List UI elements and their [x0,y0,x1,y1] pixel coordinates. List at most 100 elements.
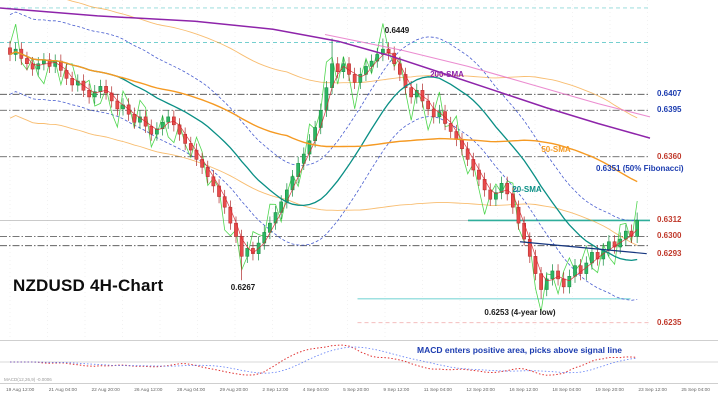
candle-up [324,87,329,111]
candle-up [567,276,572,288]
candle-down [335,63,340,72]
candle-up [499,183,504,193]
candle-up [550,270,555,280]
candle-down [482,179,487,191]
band-lower-orange [9,115,638,246]
candle-down [386,48,391,54]
peak-price-annotation: 0.6449 [385,26,410,35]
candle-down [149,125,154,135]
candle-up [273,212,278,224]
candle-down [30,63,35,70]
candle-down [612,241,617,248]
candle-up [624,230,628,240]
x-axis-label: 9 Sep 12:00 [383,388,410,393]
sma-20-label: 20-SMA [512,185,542,194]
candle-down [460,139,464,149]
candle-down [217,185,221,197]
price-level-label-0.6360: 0.6360 [657,152,682,161]
price-level-label-0.6395: 0.6395 [657,105,682,114]
candle-up [290,176,295,191]
chart-layers [0,0,651,340]
candle-up [618,238,623,248]
candle-up [53,60,58,67]
price-level-label-0.6300: 0.6300 [657,231,682,240]
candle-down [465,148,470,160]
candle-up [301,153,306,164]
broken-trendline [519,241,647,255]
x-axis-label: 12 Sep 20:00 [466,388,495,393]
candle-up [307,140,312,155]
sma-200-label: 200-SMA [430,70,464,79]
x-axis-label: 28 Aug 04:00 [176,388,206,393]
four-year-low-annotation: 0.6253 (4-year low) [484,308,555,317]
candle-down [595,252,600,260]
candle-down [194,149,199,160]
price-chart[interactable]: 0.6449 200-SMA 50-SMA 20-SMA 0.6267 0.62… [0,0,718,340]
sma-50-label: 50-SMA [541,145,571,154]
candle-down [115,100,120,110]
candle-down [448,123,453,132]
x-axis: 19 Aug 12:00 21 Aug 04:00 22 Aug 20:00 26 A… [0,384,718,402]
x-axis-label: 25 Sep 04:00 [681,388,710,393]
candle-up [138,116,142,123]
fast-ma-line [9,51,638,282]
candle-up [318,109,323,128]
price-level-label-0.6235: 0.6235 [657,318,682,327]
candle-down [527,238,532,257]
candle-down [511,193,515,208]
candle-down [177,124,182,135]
macd-line [10,344,638,376]
candle-up [414,90,419,98]
candle-down [70,78,75,86]
candle-down [556,270,560,280]
x-axis-label: 22 Aug 20:00 [91,388,120,393]
x-axis-label: 21 Aug 04:00 [48,388,78,393]
pair-timeframe-title: NZDUSD 4H-Chart [13,276,164,295]
x-axis-label: 26 Aug 12:00 [134,388,163,393]
candle-down [87,90,91,98]
candle-down [426,100,430,110]
macd-commentary: MACD enters positive area, picks above s… [417,345,623,355]
x-axis-label: 23 Sep 12:00 [638,388,667,393]
candle-up [245,248,250,257]
candle-down [104,86,108,94]
macd-indicator-label: MACD(12,26,9) -0.0006 [4,377,52,382]
candle-up [544,278,549,290]
macd-chart: MACD(12,26,9) -0.0006 [0,344,718,382]
candle-down [488,189,493,200]
candle-up [573,265,577,277]
candle-down [239,236,244,257]
candle-down [578,265,583,274]
candle-up [92,91,97,98]
band-upper-orange [66,0,638,119]
candle-up [494,192,498,200]
macd-panel[interactable]: MACD(12,26,9) -0.0006 [0,340,718,384]
candle-up [36,63,41,70]
candle-up [98,86,103,92]
candle-up [369,60,374,67]
swing-low-annotation: 0.6267 [231,283,256,292]
candle-up [607,241,611,250]
candle-up [285,189,289,203]
x-axis-label: 11 Sep 04:00 [423,388,452,393]
candle-down [25,58,29,64]
x-axis-label: 29 Aug 20:00 [219,388,248,393]
candle-down [222,196,227,208]
sma100-line [324,33,651,118]
x-axis-label: 19 Aug 12:00 [6,388,35,393]
candle-down [172,116,176,126]
x-axis-label: 18 Sep 04:00 [552,388,581,393]
candle-up [155,128,159,135]
price-level-label-0.6407: 0.6407 [657,89,682,98]
candle-down [431,108,436,118]
x-axis-label: 16 Sep 12:00 [509,388,538,393]
candle-down [403,74,408,88]
price-level-label-0.6312: 0.6312 [657,215,682,224]
candle-up [590,252,594,264]
x-axis-label: 19 Sep 20:00 [595,388,624,393]
price-level-label-0.6293: 0.6293 [657,249,682,258]
candle-down [561,278,566,288]
candle-up [635,220,639,237]
candle-down [352,74,357,83]
